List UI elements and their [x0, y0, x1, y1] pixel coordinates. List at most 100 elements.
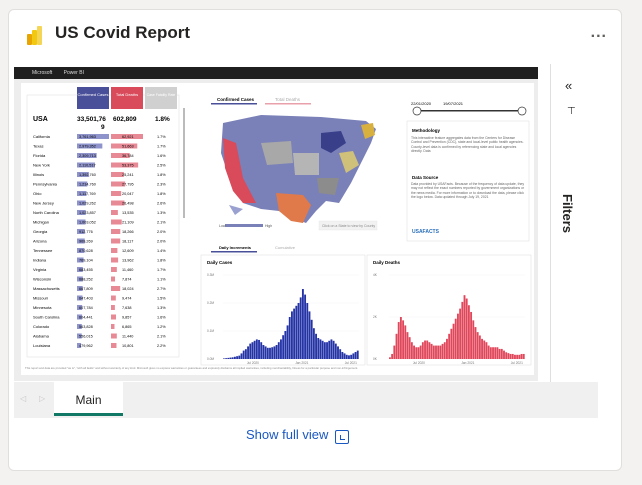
chart-bar — [275, 345, 278, 359]
row-cfr: 2.3% — [157, 183, 166, 187]
table-row[interactable]: Colorado 563,828 6,865 1.2% — [33, 324, 166, 329]
map-tab-deaths: Total Deaths — [275, 97, 301, 102]
chart-bar — [297, 303, 300, 359]
row-cases: 556,015 — [79, 335, 93, 339]
row-deaths: 18,117 — [122, 240, 133, 244]
row-cfr: 1.5% — [157, 297, 166, 301]
row-state: Indiana — [33, 258, 47, 263]
table-row[interactable]: Illinois 1,392,760 25,241 1.8% — [33, 172, 166, 177]
chart-bar — [406, 332, 409, 359]
table-row[interactable]: Arizona 909,269 18,117 2.0% — [33, 238, 166, 244]
deaths-bar — [111, 172, 124, 177]
chart-bar — [352, 353, 355, 359]
more-options-button[interactable]: ... — [590, 24, 607, 41]
tab-main[interactable]: Main — [54, 382, 123, 416]
chart-bar — [441, 343, 444, 359]
table-row[interactable]: North Carolina 1,023,857 13,535 1.3% — [33, 210, 166, 215]
deaths-bar — [111, 276, 116, 282]
row-cases: 2,110,517 — [79, 164, 96, 168]
table-row[interactable]: Tennessee 870,628 12,609 1.4% — [33, 248, 166, 253]
table-row[interactable]: Indiana 769,104 13,962 1.8% — [33, 257, 166, 263]
row-state: Ohio — [33, 191, 42, 196]
x-tick-label: Jan 2021 — [295, 361, 308, 365]
row-deaths: 36,784 — [122, 154, 134, 158]
chart-bar — [269, 347, 271, 359]
chart-bar — [498, 348, 501, 359]
total-cases-wrap: 9 — [101, 124, 105, 131]
table-row[interactable]: Ohio 1,117,769 20,047 1.8% — [33, 191, 166, 196]
chart-bar — [463, 295, 466, 359]
power-bi-brand: Power BI — [63, 70, 84, 76]
deaths-bar — [111, 314, 117, 320]
table-row[interactable]: Alabama 556,015 11,440 2.1% — [33, 333, 166, 339]
cases-bar — [77, 162, 95, 168]
chart-bar — [233, 356, 236, 359]
chart-bar — [345, 354, 348, 359]
row-cfr: 1.3% — [157, 211, 166, 215]
deaths-bar — [111, 267, 117, 272]
row-state: California — [33, 134, 51, 139]
map-tab-cases: Confirmed Cases — [217, 97, 255, 102]
row-deaths: 18,024 — [122, 287, 134, 291]
table-row[interactable]: South Carolina 604,441 9,857 1.6% — [33, 314, 166, 320]
chart-bar — [389, 357, 391, 359]
chart-bar — [391, 353, 394, 359]
filter-icon: ⊤ — [567, 106, 576, 117]
us-map[interactable] — [221, 115, 376, 223]
prev-page-icon[interactable]: ◁ — [20, 394, 27, 403]
methodology-text: This interactive feature aggregates data… — [411, 136, 524, 154]
row-cases: 563,828 — [79, 325, 93, 329]
table-row[interactable]: Michigan 1,003,052 21,109 2.1% — [33, 219, 166, 225]
table-row[interactable]: New Jersey 1,029,262 26,498 2.6% — [33, 200, 166, 206]
chart-bar — [238, 355, 241, 359]
table-row[interactable]: Pennsylvania 1,214,760 27,795 2.3% — [33, 181, 166, 187]
deaths-bar — [111, 229, 121, 234]
filters-label[interactable]: Filters — [560, 194, 575, 234]
expand-icon[interactable] — [335, 430, 349, 444]
chart-bar — [295, 305, 298, 359]
table-row[interactable]: Massachusetts 667,809 18,024 2.7% — [33, 286, 166, 291]
table-row[interactable]: New York 2,110,517 53,375 2.5% — [33, 162, 166, 168]
table-row[interactable]: Florida 2,309,713 36,784 1.6% — [33, 153, 166, 158]
filters-pane[interactable]: « ⊤ Filters — [550, 64, 598, 382]
row-deaths: 27,795 — [122, 183, 134, 187]
total-cases: 33,501,76 — [77, 116, 106, 123]
collapse-filters-icon[interactable]: « — [565, 78, 573, 93]
table-row[interactable]: Virginia 683,455 11,460 1.7% — [33, 267, 166, 272]
slider-start-handle[interactable] — [412, 106, 422, 116]
show-full-view-link[interactable]: Show full view — [246, 427, 329, 442]
card-header: US Covid Report ... — [9, 10, 621, 58]
row-state: Pennsylvania — [33, 182, 58, 187]
chart-bar — [485, 342, 488, 359]
chart-bar — [459, 308, 462, 359]
chart-bar — [419, 345, 422, 359]
chart-bar — [518, 354, 521, 359]
chart-bar — [507, 353, 510, 359]
chart-bar — [282, 335, 285, 359]
table-row[interactable]: Texas 2,979,352 51,663 1.7% — [33, 143, 166, 149]
chart-bar — [341, 352, 344, 359]
chart-bar — [253, 340, 256, 359]
cases-bar — [77, 134, 109, 139]
table-row[interactable]: California 3,761,963 62,921 1.7% — [33, 134, 166, 139]
table-row[interactable]: Missouri 647,403 9,474 1.5% — [33, 295, 166, 301]
next-page-icon[interactable]: ▷ — [39, 394, 46, 403]
microsoft-brand: Microsoft — [32, 70, 53, 76]
chart-bar — [334, 343, 337, 359]
chart-tab-cumulative: Cumulative — [275, 245, 296, 250]
chart-bar — [264, 346, 267, 359]
row-state: New Jersey — [33, 201, 54, 206]
row-cases: 1,003,052 — [79, 221, 96, 225]
chart-bar — [399, 317, 402, 359]
slider-end-handle[interactable] — [517, 106, 527, 116]
report-preview[interactable]: Microsoft Power BI Confirmed Cases Total… — [14, 67, 538, 381]
table-row[interactable]: Wisconsin 688,252 7,874 1.1% — [33, 276, 166, 282]
table-row[interactable]: Minnesota 607,784 7,638 1.3% — [33, 305, 166, 310]
chart-bar — [426, 340, 429, 359]
source-title: Data Source — [412, 175, 439, 180]
chart-bar — [332, 340, 335, 359]
x-tick-label: Jul 2021 — [511, 361, 523, 365]
row-deaths: 7,638 — [122, 306, 132, 310]
table-row[interactable]: Louisiana 479,962 10,801 2.2% — [33, 343, 166, 348]
table-row[interactable]: Georgia 912,776 18,266 2.0% — [33, 229, 166, 234]
